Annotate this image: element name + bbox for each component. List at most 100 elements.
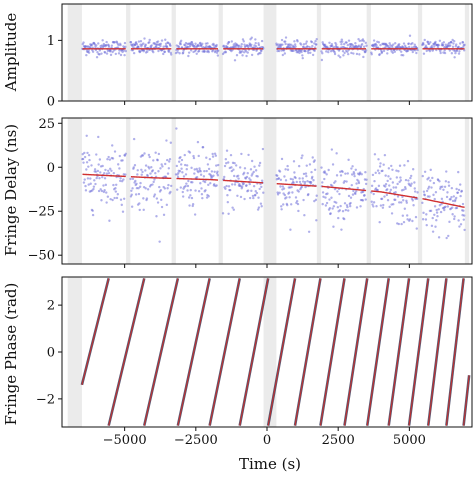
data-point: [355, 182, 358, 185]
data-point: [191, 181, 194, 184]
data-point: [359, 205, 362, 208]
data-point: [413, 43, 416, 46]
data-point: [152, 159, 155, 162]
data-point: [189, 49, 193, 52]
x-tick-label: −5000: [103, 433, 147, 448]
data-point: [177, 171, 180, 175]
data-point: [340, 38, 344, 41]
data-point: [382, 203, 385, 207]
data-point: [245, 184, 248, 187]
data-point: [207, 195, 210, 198]
data-point: [148, 155, 151, 159]
data-point: [278, 191, 281, 195]
data-point: [153, 178, 156, 181]
data-point: [302, 198, 305, 202]
data-point: [205, 196, 209, 199]
data-point: [392, 186, 395, 189]
data-point: [293, 40, 296, 43]
data-point: [188, 151, 192, 154]
data-point: [449, 198, 452, 201]
data-point: [104, 183, 108, 187]
data-point: [164, 162, 167, 166]
data-point: [179, 155, 182, 159]
data-point: [344, 208, 348, 212]
data-point: [87, 183, 90, 186]
data-point: [188, 204, 191, 207]
data-point: [432, 193, 435, 197]
data-point: [391, 181, 395, 184]
phase-fit-line: [427, 278, 447, 426]
data-point: [142, 208, 145, 212]
data-point: [453, 56, 456, 59]
data-point: [198, 167, 201, 170]
data-point: [186, 184, 190, 188]
data-point: [335, 174, 339, 177]
data-point: [307, 51, 310, 55]
data-point: [423, 38, 426, 42]
data-point: [341, 170, 344, 174]
data-point: [432, 181, 436, 185]
data-point: [444, 205, 447, 208]
data-point: [303, 214, 306, 217]
data-point: [450, 196, 453, 199]
x-tick-label: 2500: [322, 433, 355, 448]
data-point: [355, 206, 359, 209]
data-point: [130, 205, 134, 208]
data-point: [378, 220, 381, 224]
data-point: [256, 175, 259, 178]
data-point: [262, 191, 265, 194]
data-point: [431, 216, 434, 220]
data-point: [165, 139, 168, 142]
data-point: [159, 167, 162, 170]
data-point: [196, 140, 200, 144]
data-point: [160, 205, 164, 209]
data-point: [209, 182, 212, 185]
data-point: [284, 168, 287, 171]
data-point: [255, 191, 259, 195]
data-point: [144, 187, 147, 190]
data-point: [289, 228, 292, 231]
data-point: [96, 51, 99, 54]
data-point: [413, 187, 416, 190]
data-point: [298, 177, 301, 180]
data-point: [434, 225, 437, 228]
data-point: [238, 166, 242, 169]
data-point: [113, 150, 117, 153]
data-point: [197, 189, 201, 193]
data-point: [388, 184, 391, 187]
data-point: [461, 41, 465, 44]
data-point: [443, 49, 446, 52]
data-point: [201, 146, 205, 149]
y-tick-label: −25: [28, 205, 55, 220]
data-point: [200, 193, 204, 196]
data-point: [157, 152, 161, 156]
data-point: [341, 40, 344, 43]
data-point: [463, 49, 466, 52]
x-tick-label: 5000: [393, 433, 426, 448]
data-point: [402, 188, 405, 191]
data-point: [193, 168, 196, 171]
data-point: [117, 52, 121, 55]
data-point: [457, 219, 460, 222]
data-point: [405, 201, 408, 204]
data-point: [359, 46, 363, 49]
data-point: [301, 180, 305, 183]
data-point: [379, 43, 382, 47]
data-point: [456, 191, 460, 194]
data-point: [132, 166, 135, 169]
data-point: [345, 41, 348, 44]
fit-line: [276, 182, 317, 187]
data-point: [157, 170, 160, 173]
data-point: [143, 37, 146, 40]
data-point: [279, 46, 283, 49]
data-point: [298, 180, 302, 184]
data-point: [447, 184, 451, 187]
data-point: [176, 50, 179, 54]
data-point: [385, 193, 389, 197]
data-point: [426, 40, 430, 44]
data-point: [392, 203, 395, 206]
data-point: [434, 40, 437, 44]
data-point: [232, 168, 235, 171]
data-point: [335, 43, 338, 46]
data-point: [429, 41, 432, 44]
